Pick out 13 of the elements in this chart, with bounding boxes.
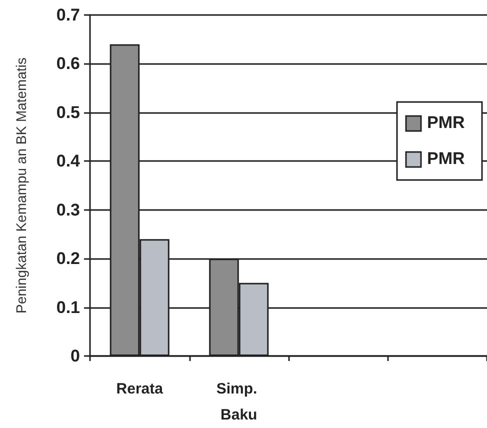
y-axis-title: Peningkatan Kemampu an BK Matematis	[13, 57, 29, 314]
y-tick-label: 0.3	[56, 200, 80, 220]
legend-label: PMR	[427, 113, 465, 132]
y-tick-label: 0.1	[56, 298, 80, 317]
y-tick-label: 0.5	[56, 102, 80, 122]
x-tick-label: Simp. Baku	[216, 380, 262, 424]
y-tick-label: 0.2	[56, 249, 80, 268]
y-tick-label: 0.4	[56, 152, 81, 171]
y-tick-label: 0	[70, 346, 80, 366]
x-tick-label: Rerata	[116, 380, 164, 398]
y-tick-label: 0.7	[56, 6, 80, 24]
legend-label: PMR	[427, 149, 465, 168]
y-tick-label: 0.6	[56, 54, 80, 74]
